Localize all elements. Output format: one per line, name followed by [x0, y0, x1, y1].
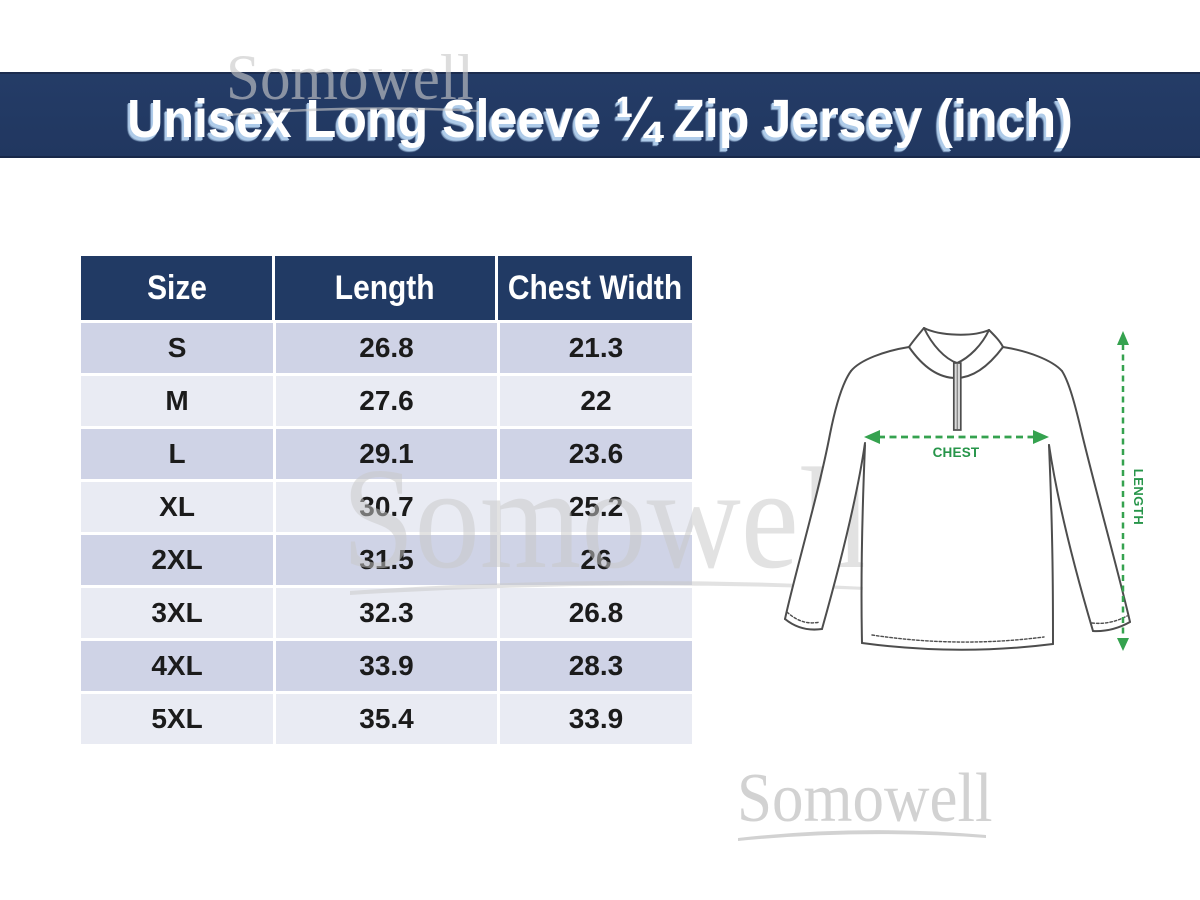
- svg-text:CHEST: CHEST: [933, 445, 980, 460]
- svg-text:LENGTH: LENGTH: [1131, 469, 1146, 525]
